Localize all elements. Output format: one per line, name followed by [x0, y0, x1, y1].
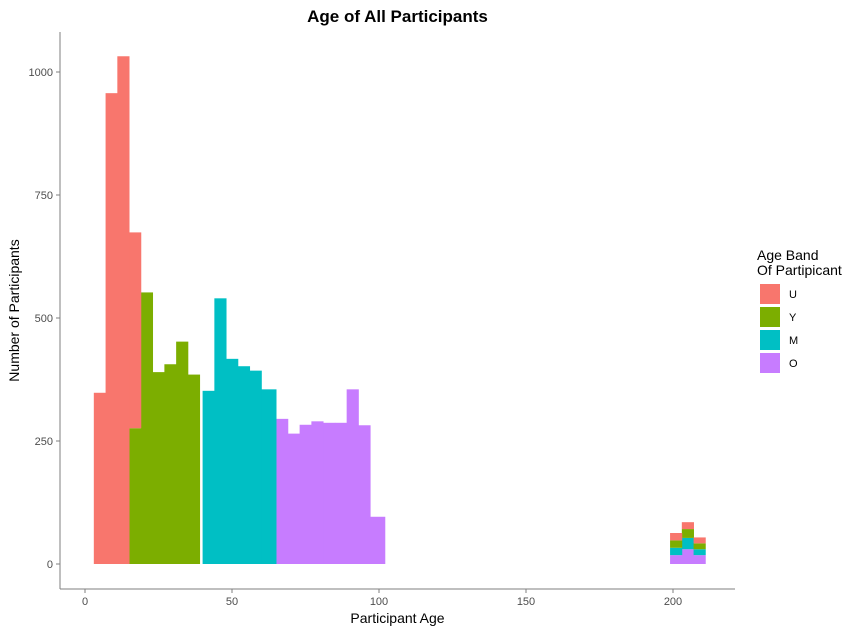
x-tick-label-200: 200 — [664, 596, 682, 608]
x-tick-label-100: 100 — [370, 596, 388, 608]
x-axis-label: Participant Age — [350, 610, 444, 626]
bar-Y-207 — [693, 543, 706, 550]
y-tick-label-1000: 1000 — [29, 67, 53, 79]
bar-O-85 — [334, 422, 348, 564]
bar-O-73 — [299, 424, 312, 564]
bar-U-7 — [105, 93, 118, 564]
bar-U-3 — [93, 392, 106, 564]
bar-M-40 — [202, 390, 215, 564]
x-tick-label-150: 150 — [517, 596, 535, 608]
legend-key-O — [760, 353, 780, 373]
bar-U-199 — [670, 533, 683, 541]
bar-Y-199 — [670, 540, 683, 548]
bar-U-11 — [117, 56, 130, 564]
bars-group — [93, 56, 706, 564]
bar-U-15 — [129, 232, 142, 429]
bar-O-81 — [323, 422, 336, 564]
bar-M-203 — [681, 537, 694, 550]
legend-title-line-2: Of Partipicant — [757, 262, 842, 278]
y-ticks-group: 0 250 500 750 1000 — [29, 67, 60, 571]
bar-O-207 — [693, 555, 706, 564]
legend-key-M — [760, 330, 780, 350]
y-axis-label: Number of Participants — [6, 239, 22, 381]
legend-key-U — [760, 284, 780, 304]
bar-O-69 — [287, 433, 301, 564]
legend-title-line-1: Age Band — [757, 247, 819, 263]
bar-O-77 — [311, 421, 324, 564]
bar-Y-203 — [681, 529, 694, 538]
bar-Y-19 — [140, 292, 154, 564]
bar-M-44 — [214, 298, 227, 564]
y-tick-label-500: 500 — [35, 313, 53, 325]
bar-Y-27 — [164, 364, 177, 564]
bar-O-97 — [370, 516, 386, 564]
bar-Y-23 — [152, 372, 165, 564]
bar-O-89 — [346, 389, 359, 564]
x-ticks-group: 0 50 100 150 200 — [82, 589, 682, 608]
bar-U-203 — [681, 522, 694, 530]
x-tick-label-50: 50 — [226, 596, 238, 608]
bar-Y-31 — [176, 341, 189, 564]
bar-M-199 — [670, 547, 683, 556]
bar-M-48 — [226, 358, 239, 564]
bar-M-207 — [693, 549, 706, 556]
legend-label-Y: Y — [789, 312, 797, 324]
bar-M-56 — [249, 370, 262, 564]
legend-key-Y — [760, 307, 780, 327]
bar-Y-15 — [129, 428, 142, 564]
y-tick-label-750: 750 — [35, 190, 53, 202]
bar-M-52 — [237, 366, 251, 564]
bar-O-199 — [670, 555, 683, 564]
legend-label-O: O — [789, 358, 798, 370]
bar-U-207 — [693, 537, 706, 544]
y-tick-label-250: 250 — [35, 436, 53, 448]
legend-label-M: M — [789, 335, 798, 347]
bar-O-65 — [276, 418, 289, 564]
bar-M-60 — [261, 389, 277, 564]
bar-Y-35 — [187, 374, 201, 564]
chart-title: Age of All Participants — [307, 7, 488, 26]
bar-O-93 — [358, 425, 371, 564]
bar-O-203 — [681, 549, 694, 564]
legend-label-U: U — [789, 289, 797, 301]
x-tick-label-0: 0 — [82, 596, 88, 608]
y-tick-label-0: 0 — [47, 559, 53, 571]
